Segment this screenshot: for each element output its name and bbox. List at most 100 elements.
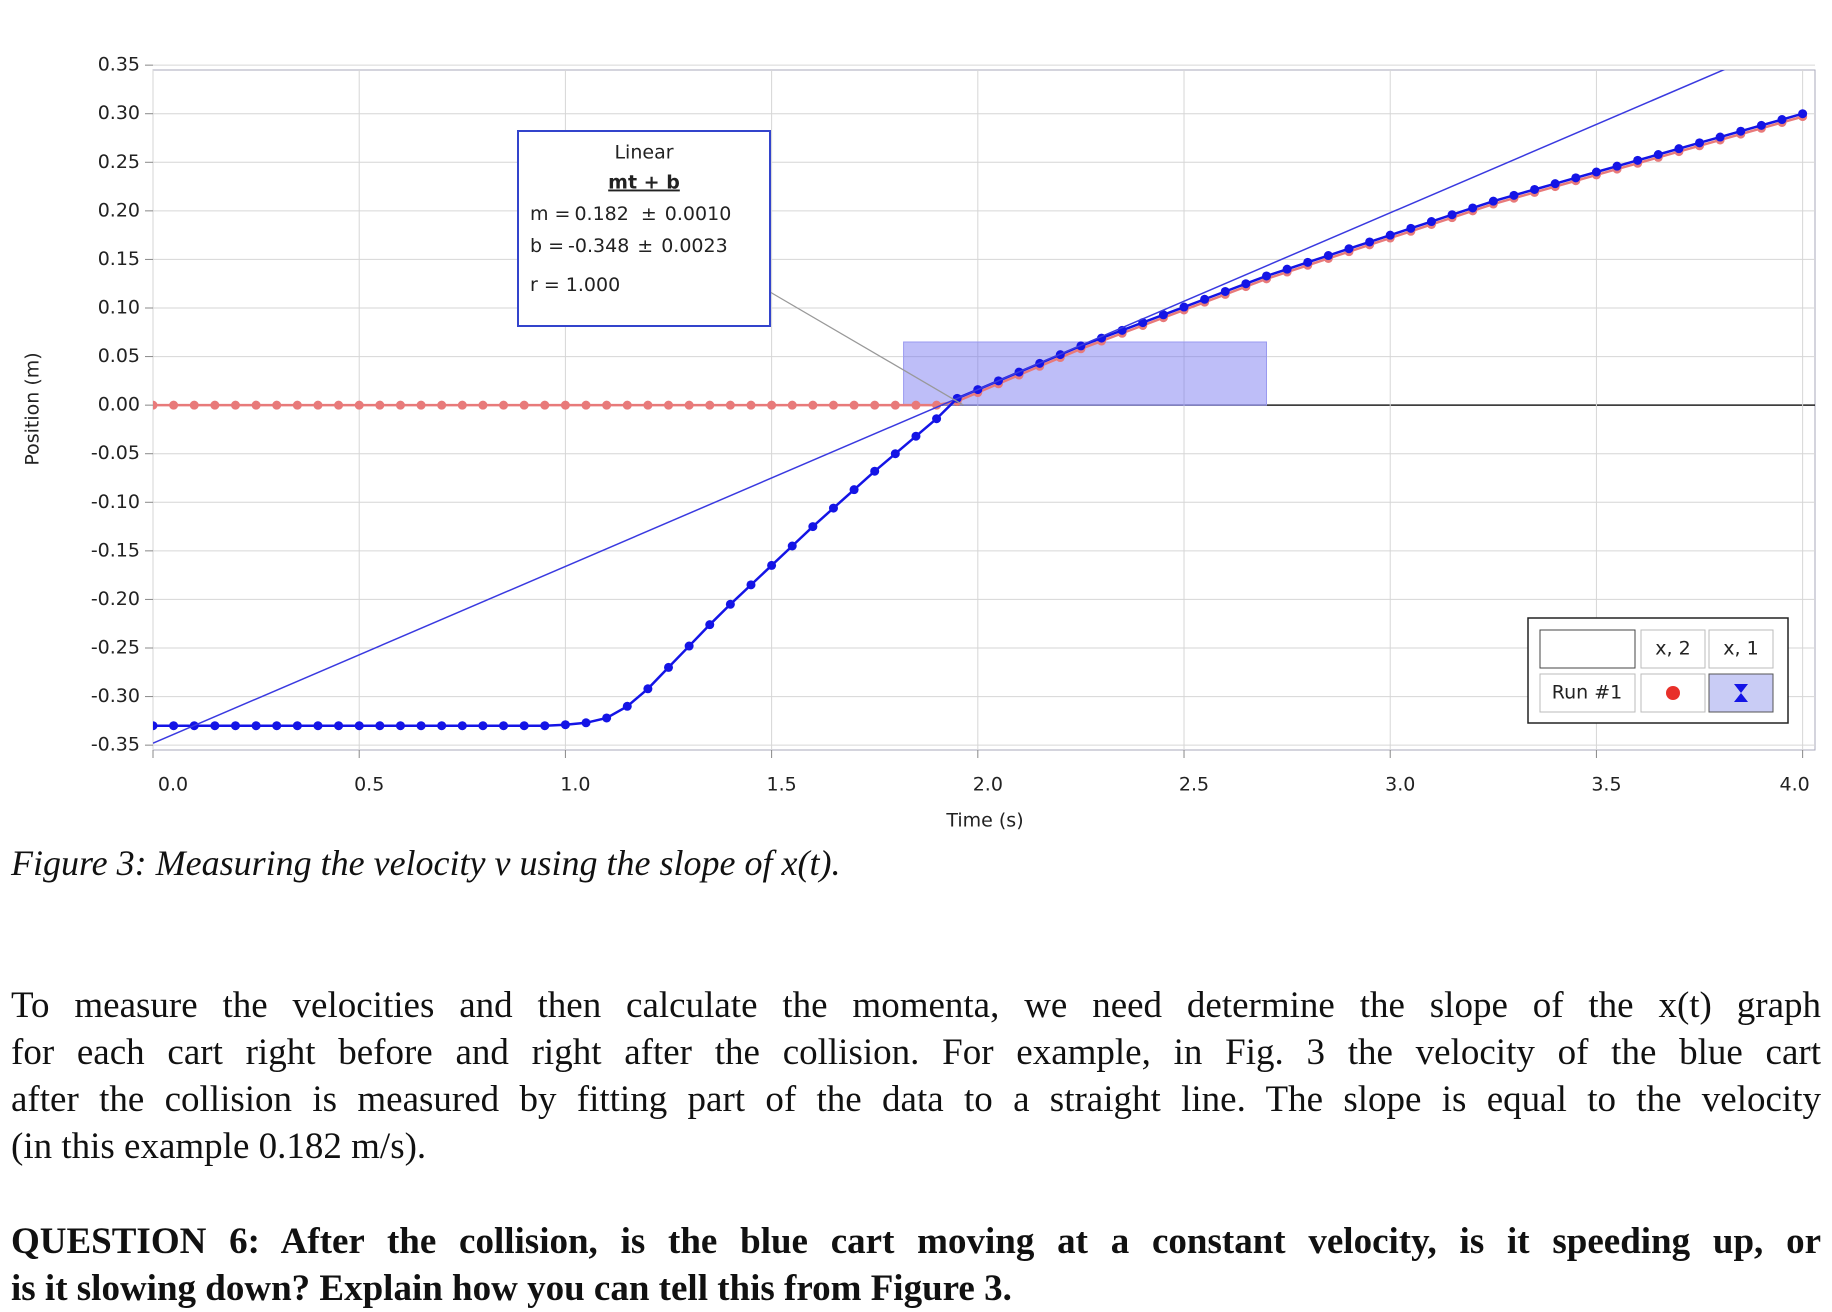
y-tick-label: -0.35 <box>91 734 140 756</box>
data-point <box>478 721 488 731</box>
data-point <box>189 400 199 410</box>
data-point <box>767 400 777 410</box>
data-point <box>684 641 694 651</box>
data-point <box>1179 302 1189 312</box>
fit-param: m = 0.182 ±0.0010 <box>530 203 731 225</box>
y-tick-label: 0.10 <box>98 297 140 319</box>
data-point <box>664 662 674 672</box>
data-point <box>828 503 838 513</box>
data-point <box>1591 167 1601 177</box>
data-point <box>746 580 756 590</box>
question: QUESTION 6: After the collision, is the … <box>11 1218 1821 1312</box>
data-point <box>808 400 818 410</box>
data-point <box>1715 132 1725 142</box>
y-tick-label: -0.10 <box>91 491 140 513</box>
data-point <box>581 400 591 410</box>
data-point <box>684 400 694 410</box>
y-tick-label: 0.15 <box>98 248 140 270</box>
data-point <box>478 400 488 410</box>
text-line: To measure the velocities and then calcu… <box>11 985 1821 1026</box>
data-point <box>560 720 570 730</box>
data-point <box>643 684 653 694</box>
data-point <box>602 713 612 723</box>
fit-param-part: 0.0023 <box>661 235 727 257</box>
data-point <box>1653 150 1663 160</box>
fit-param: b = -0.348 ±0.0023 <box>530 235 728 257</box>
data-point <box>1385 230 1395 240</box>
data-point <box>1612 161 1622 171</box>
data-point <box>519 721 529 731</box>
y-tick-label: -0.05 <box>91 442 140 464</box>
data-point <box>1406 223 1416 233</box>
data-point <box>643 400 653 410</box>
data-point <box>153 721 158 731</box>
data-point <box>725 400 735 410</box>
data-point <box>1323 251 1333 261</box>
data-point <box>1344 244 1354 254</box>
data-point <box>560 400 570 410</box>
x-tick-label: 3.5 <box>1591 774 1621 796</box>
y-tick-label: -0.30 <box>91 685 140 707</box>
figure-caption: Figure 3: Measuring the velocity v using… <box>11 843 841 883</box>
data-point <box>499 721 509 731</box>
fit-param-part: 1.000 <box>566 274 620 296</box>
data-point <box>1220 286 1230 296</box>
data-point <box>1426 217 1436 227</box>
fit-param: r = 1.000 <box>530 274 620 296</box>
data-point <box>1282 264 1292 274</box>
data-point <box>1488 196 1498 206</box>
data-point <box>870 466 880 476</box>
data-point <box>664 400 674 410</box>
data-point <box>1736 126 1746 136</box>
fit-param-part: 0.182 <box>574 203 628 225</box>
data-point <box>499 400 509 410</box>
data-point <box>251 400 261 410</box>
data-point <box>354 721 364 731</box>
data-point <box>1633 155 1643 165</box>
y-tick-label: 0.35 <box>98 54 140 76</box>
x-tick-label: 0.0 <box>158 774 188 796</box>
fit-param-part: 0.0010 <box>665 203 731 225</box>
data-point <box>602 400 612 410</box>
x-tick-label: 1.0 <box>560 774 590 796</box>
data-point <box>313 721 323 731</box>
data-point <box>932 414 942 424</box>
legend-header-cell <box>1708 629 1774 669</box>
y-tick-label: 0.05 <box>98 345 140 367</box>
fit-formula: mt + b <box>608 172 680 194</box>
text-line: (in this example 0.182 m/s). <box>11 1126 427 1167</box>
legend-marker <box>1666 686 1680 700</box>
data-point <box>395 400 405 410</box>
data-point <box>375 721 385 731</box>
legend-row-cell <box>1539 673 1636 713</box>
data-point <box>1365 237 1375 247</box>
data-point <box>1550 179 1560 189</box>
data-point <box>210 400 220 410</box>
legend-label: x, 2 <box>1655 638 1690 660</box>
data-point <box>251 721 261 731</box>
data-point <box>153 400 158 410</box>
data-point <box>230 400 240 410</box>
data-point <box>1530 184 1540 194</box>
data-point <box>1674 144 1684 154</box>
data-point <box>437 400 447 410</box>
data-point <box>1756 120 1766 130</box>
data-point <box>1447 210 1457 220</box>
data-point <box>354 400 364 410</box>
chart: Position (m) Time (s) -0.35 -0.30 -0.25 -0.… <box>22 54 1816 832</box>
data-point <box>313 400 323 410</box>
data-point <box>1158 310 1168 320</box>
data-point <box>272 400 282 410</box>
data-point <box>725 599 735 609</box>
y-tick-label: -0.25 <box>91 637 140 659</box>
data-point <box>292 400 302 410</box>
data-point <box>849 400 859 410</box>
data-point <box>767 560 777 570</box>
data-point <box>169 721 179 731</box>
data-point <box>395 721 405 731</box>
data-point <box>334 721 344 731</box>
data-point <box>272 721 282 731</box>
data-point <box>1509 190 1519 200</box>
data-point <box>828 400 838 410</box>
